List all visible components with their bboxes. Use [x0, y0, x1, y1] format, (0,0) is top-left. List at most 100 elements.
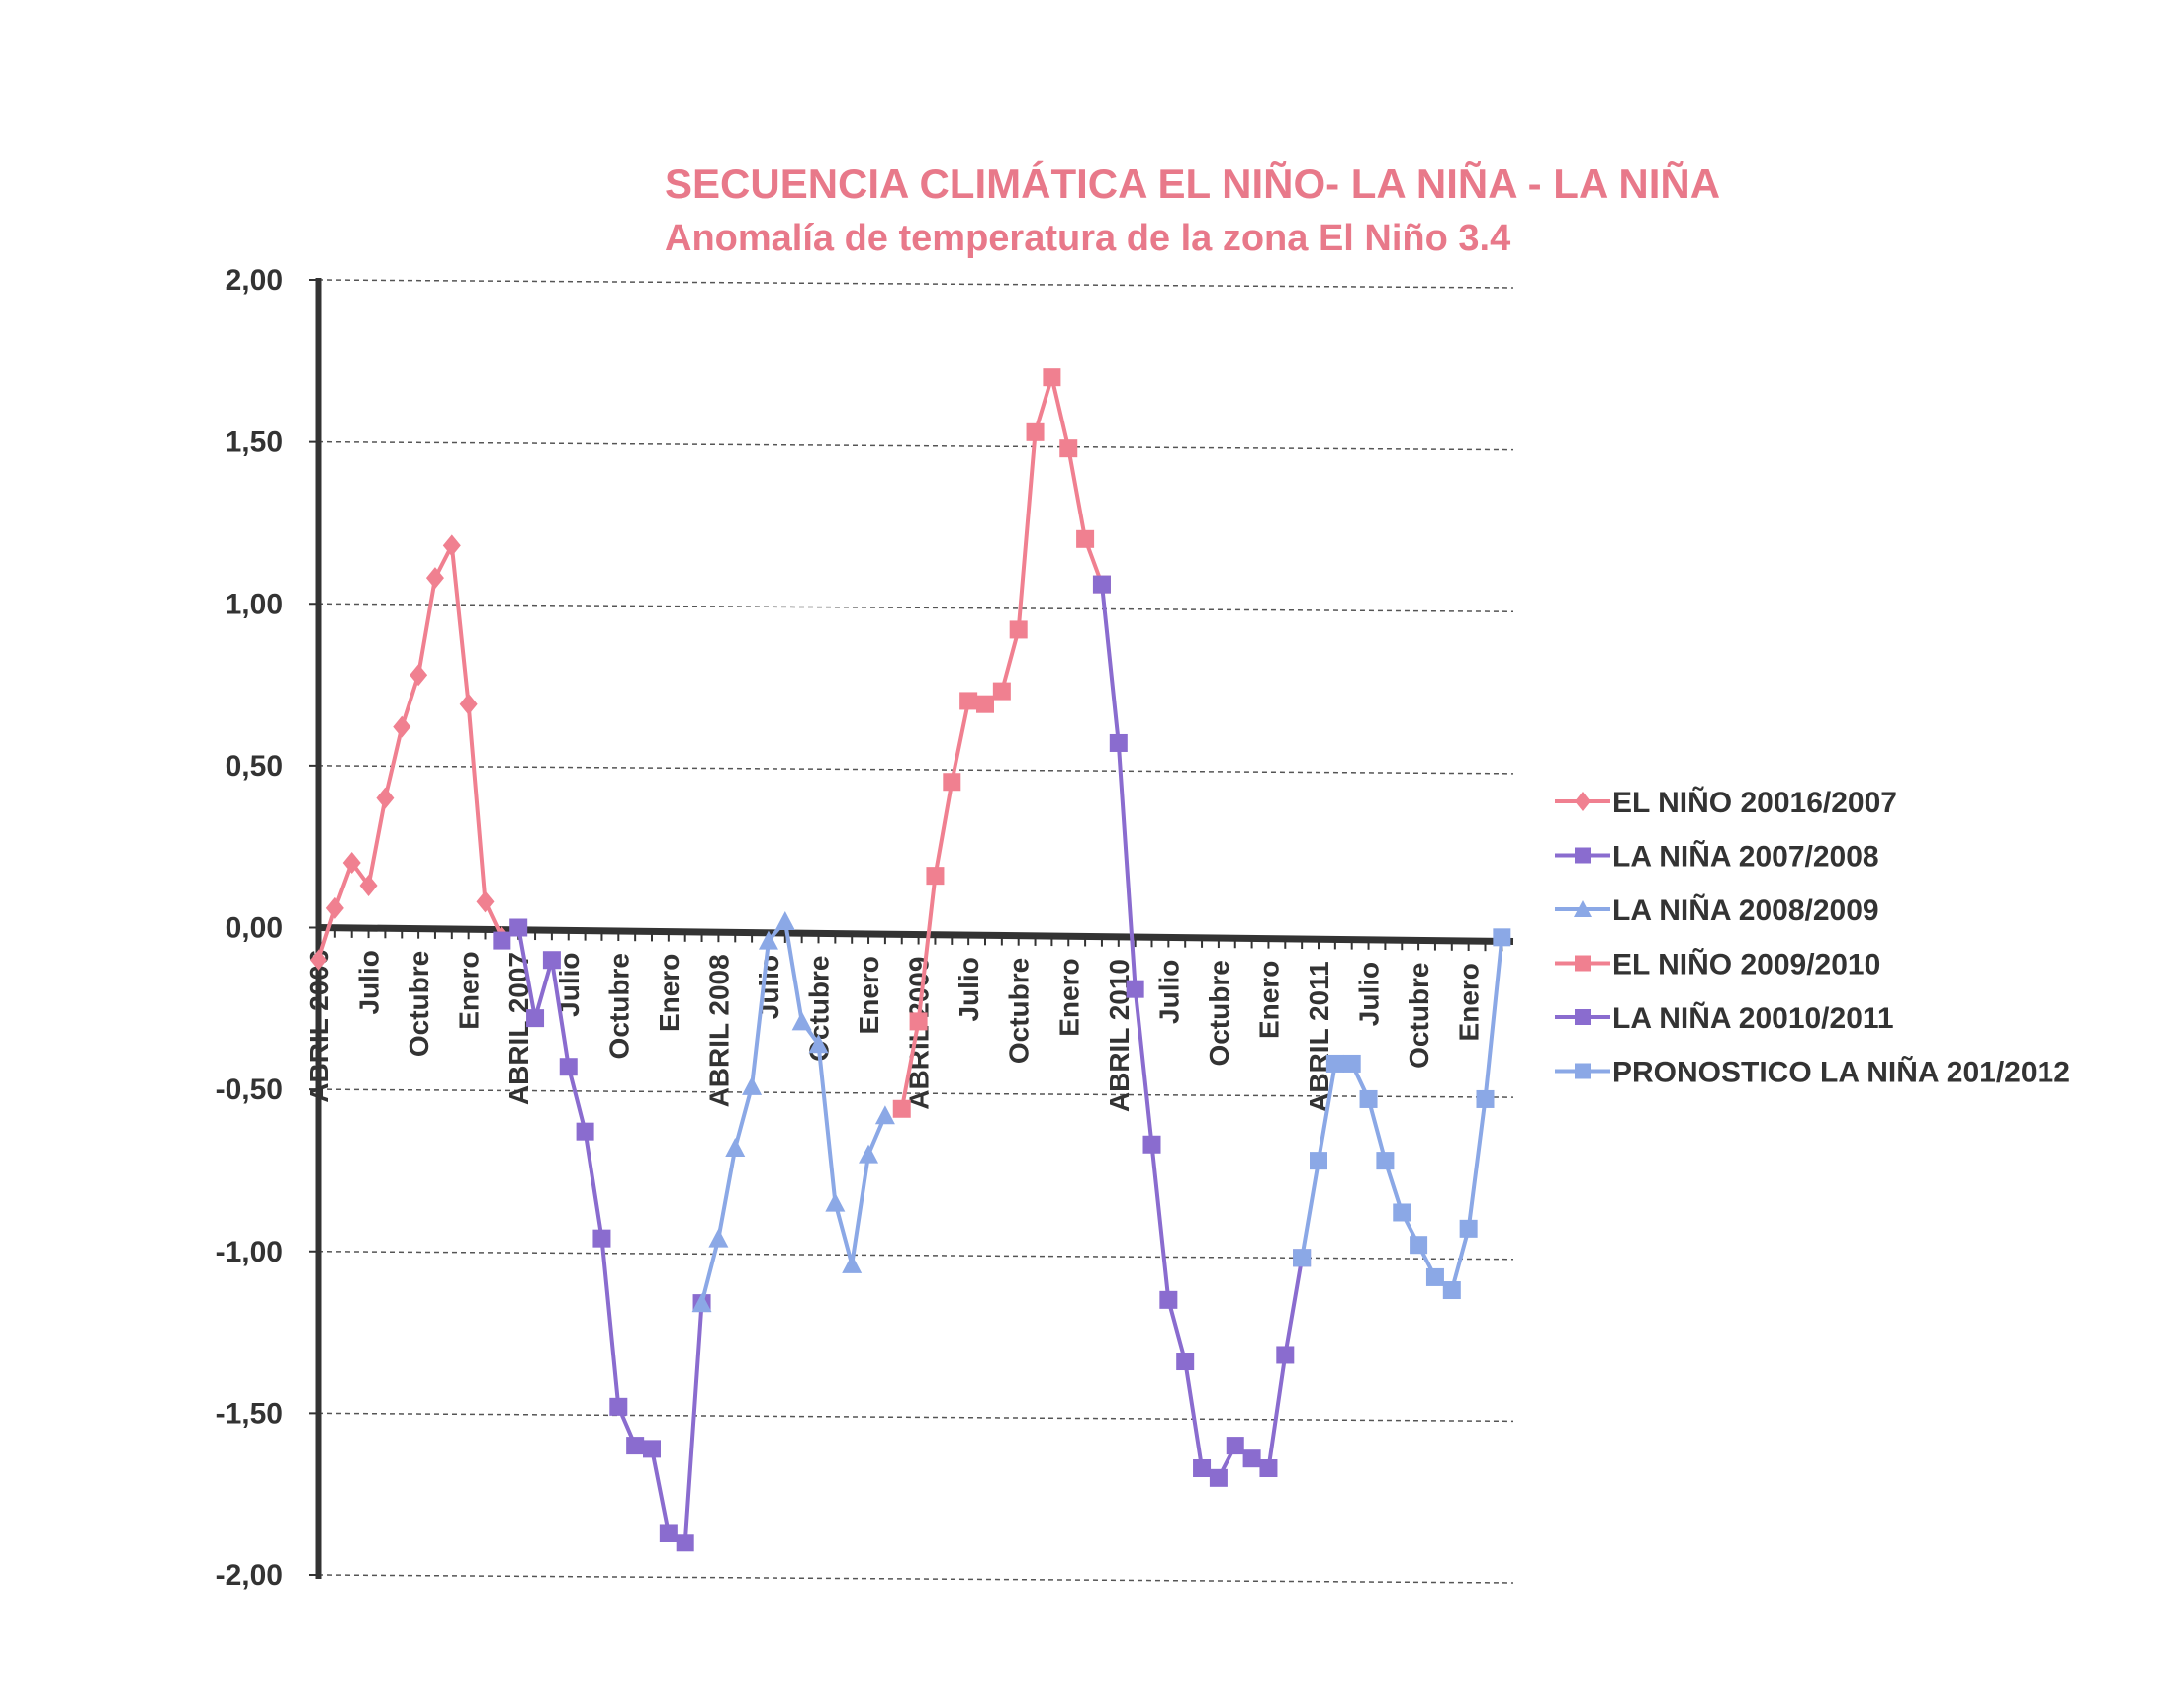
y-tick-label: -2,00	[216, 1559, 283, 1592]
data-point	[1176, 1353, 1195, 1371]
legend-entry: LA NIÑA 2007/2008	[1555, 840, 1879, 874]
data-point	[909, 1012, 928, 1031]
data-point	[1410, 1236, 1428, 1255]
series	[691, 910, 895, 1313]
data-point	[1393, 1203, 1411, 1222]
data-point	[476, 890, 495, 913]
x-tick-label: ABRIL 2007	[503, 952, 534, 1105]
x-tick-label: Octubre	[1404, 963, 1434, 1069]
y-tick-label: 0,00	[226, 912, 283, 945]
series	[1293, 928, 1511, 1300]
legend-label: EL NIÑO 2009/2010	[1612, 948, 1880, 981]
gridline	[318, 765, 1514, 775]
gridline	[318, 1251, 1514, 1261]
data-point	[1242, 1449, 1261, 1468]
data-point	[643, 1440, 661, 1458]
legend-label: LA NIÑA 2007/2008	[1612, 840, 1879, 874]
data-point	[1092, 575, 1111, 594]
data-point	[1325, 1054, 1344, 1073]
data-point	[526, 1009, 545, 1028]
data-point	[442, 534, 461, 557]
data-point	[609, 1397, 628, 1416]
legend-label: EL NIÑO 20016/2007	[1612, 786, 1897, 819]
data-point	[1126, 980, 1144, 998]
series-line	[699, 919, 887, 1304]
data-point	[1575, 1063, 1591, 1079]
data-point	[959, 692, 978, 710]
y-tick-label: 2,00	[226, 264, 283, 297]
gridline	[318, 440, 1514, 451]
data-point	[393, 715, 411, 738]
data-point	[1059, 439, 1078, 458]
data-point	[1076, 529, 1095, 548]
data-point	[1009, 620, 1028, 639]
x-tick-label: Enero	[854, 956, 884, 1034]
data-point	[992, 682, 1011, 701]
data-point	[874, 1105, 895, 1125]
y-tick-labels: 2,00 1,50 1,00 0,50 0,00 -0,50 -1,00 -1,50 -2,00	[216, 264, 283, 1592]
x-tick-label: Julio	[354, 950, 385, 1014]
data-point	[592, 1229, 611, 1248]
data-point	[1342, 1054, 1361, 1073]
x-tick-label: Octubre	[1004, 958, 1035, 1064]
data-point	[459, 693, 478, 715]
data-point	[943, 773, 961, 792]
data-point	[1043, 368, 1061, 387]
x-tick-label: Octubre	[404, 951, 434, 1057]
data-point	[808, 1034, 829, 1054]
data-point	[1425, 1267, 1444, 1286]
y-tick-label: -1,00	[216, 1236, 283, 1268]
data-point	[1575, 792, 1591, 811]
data-point	[1159, 1290, 1178, 1309]
data-point	[1142, 1135, 1161, 1154]
x-tick-label: Julio	[1354, 962, 1385, 1026]
data-point	[576, 1122, 594, 1141]
data-point	[1359, 1089, 1378, 1108]
data-point	[725, 1138, 746, 1158]
data-point	[1276, 1346, 1295, 1364]
gridline	[318, 1412, 1514, 1423]
data-point	[1226, 1437, 1244, 1455]
chart-subtitle: Anomalía de temperatura de la zona El Ni…	[665, 218, 1510, 259]
data-point	[310, 949, 327, 972]
data-point	[1310, 1152, 1327, 1170]
data-point	[325, 896, 344, 919]
series-lines	[310, 368, 1511, 1552]
data-point	[842, 1254, 863, 1273]
data-point	[1574, 900, 1592, 917]
data-point	[1493, 928, 1511, 947]
data-point	[926, 867, 945, 886]
data-point	[410, 664, 428, 687]
data-point	[493, 931, 511, 950]
data-point	[691, 1293, 712, 1313]
data-point	[1193, 1459, 1212, 1478]
chart-title: SECUENCIA CLIMÁTICA EL NIÑO- LA NIÑA - L…	[665, 160, 1720, 207]
data-point	[659, 1524, 678, 1542]
x-tick-label: Octubre	[1204, 960, 1234, 1066]
gridline	[318, 279, 1514, 289]
y-tick-label: 0,50	[226, 750, 283, 783]
x-tick-label: Julio	[954, 957, 984, 1021]
legend-entry: EL NIÑO 2009/2010	[1555, 948, 1880, 981]
data-point	[1459, 1219, 1478, 1238]
data-point	[1259, 1459, 1278, 1478]
data-point	[892, 1099, 911, 1118]
x-tick-label: Enero	[1053, 958, 1084, 1036]
data-point	[758, 930, 778, 950]
x-tick-label: Julio	[754, 955, 784, 1019]
data-point	[1109, 733, 1128, 752]
legend: EL NIÑO 20016/2007 LA NIÑA 2007/2008 LA NI…	[1555, 786, 2070, 1089]
x-tick-label: Enero	[654, 954, 684, 1032]
gridline	[318, 1574, 1514, 1584]
legend-label: LA NIÑA 20010/2011	[1612, 1001, 1894, 1035]
data-point	[1575, 955, 1591, 972]
data-point	[1575, 1009, 1591, 1025]
legend-entry: LA NIÑA 2008/2009	[1555, 893, 1879, 927]
x-tick-label: ABRIL 2006	[304, 950, 334, 1103]
y-tick-label: 1,00	[226, 588, 283, 620]
x-tick-label: ABRIL 2009	[904, 957, 935, 1110]
data-point	[425, 567, 444, 590]
axes	[309, 278, 1514, 1579]
data-point	[1293, 1249, 1312, 1267]
